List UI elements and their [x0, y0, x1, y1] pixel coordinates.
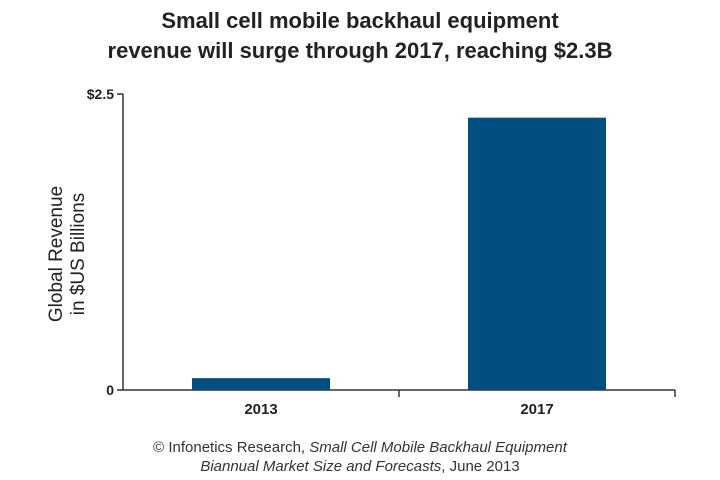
y-axis-title: Global Revenue in $US Billions [46, 186, 89, 322]
x-tick-label-2017: 2017 [520, 401, 553, 418]
source-date: , June 2013 [441, 458, 520, 475]
y-tick-label: 0 [106, 382, 114, 398]
chart-title-line-1: Small cell mobile backhaul equipment [161, 8, 559, 33]
y-axis-title-line-2: in $US Billions [68, 193, 89, 316]
bar-2013 [192, 378, 330, 390]
y-axis-title-line-1: Global Revenue [46, 186, 67, 322]
source-note: © Infonetics Research, Small Cell Mobile… [0, 438, 720, 476]
y-tick-label: $2.5 [87, 86, 114, 102]
bar-2017 [468, 117, 606, 391]
source-line-1: © Infonetics Research, Small Cell Mobile… [0, 438, 720, 457]
source-report-subtitle: Biannual Market Size and Forecasts [200, 458, 442, 475]
source-line-2: Biannual Market Size and Forecasts, June… [0, 457, 720, 476]
source-report-title: Small Cell Mobile Backhaul Equipment [309, 439, 567, 456]
chart-title-line-2: revenue will surge through 2017, reachin… [107, 38, 613, 63]
source-publisher: © Infonetics Research, [153, 439, 310, 456]
chart-title: Small cell mobile backhaul equipment rev… [0, 6, 720, 66]
x-tick-label-2013: 2013 [244, 401, 277, 418]
